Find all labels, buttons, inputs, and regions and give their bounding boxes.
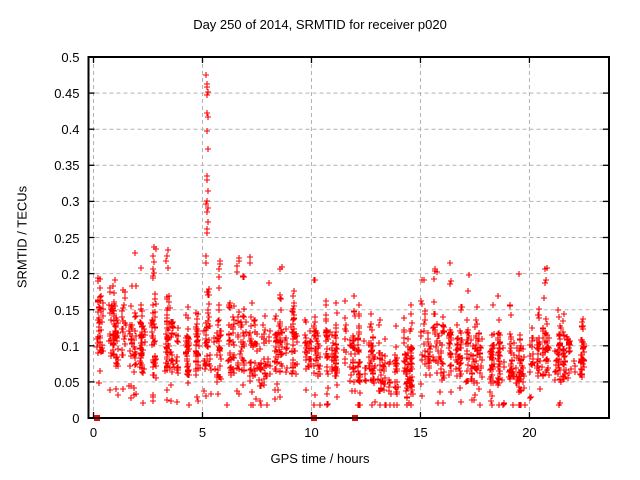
y-tick-label: 0 (72, 411, 80, 426)
scatter-points (94, 72, 587, 408)
y-tick-label: 0.3 (61, 194, 80, 210)
y-tick-label: 0.2 (61, 266, 80, 282)
y-tick-label: 0.4 (61, 122, 80, 138)
x-tick-label: 0 (89, 425, 98, 440)
x-tick-label: 5 (198, 425, 207, 440)
y-tick-label: 0.05 (54, 374, 80, 390)
y-tick-label: 0.1 (61, 338, 80, 354)
x-tick-label: 15 (413, 425, 428, 440)
y-tick-label: 0.35 (54, 158, 80, 174)
x-tick-label: 10 (304, 425, 319, 440)
y-tick-label: 0.45 (54, 86, 80, 102)
y-tick-label: 0.15 (54, 302, 80, 318)
x-tick-label: 20 (522, 425, 537, 440)
y-tick-label: 0.25 (54, 230, 80, 246)
plot-border (87, 56, 610, 419)
scatter-series (94, 72, 587, 408)
y-tick-label: 0.5 (61, 50, 80, 65)
x-axis-label: GPS time / hours (270, 451, 370, 466)
chart-title: Day 250 of 2014, SRMTID for receiver p02… (193, 17, 447, 32)
